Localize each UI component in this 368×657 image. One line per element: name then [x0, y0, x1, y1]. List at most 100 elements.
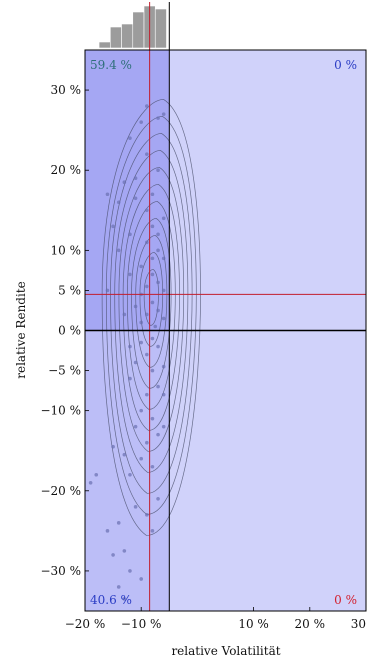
- scatter-point: [111, 225, 115, 229]
- scatter-point: [156, 309, 160, 313]
- scatter-point: [151, 301, 155, 305]
- scatter-point: [117, 249, 121, 253]
- scatter-point: [156, 116, 160, 120]
- scatter-point: [134, 196, 138, 200]
- histogram-bar: [122, 24, 133, 48]
- y-tick-label: 0 %: [58, 324, 81, 338]
- y-tick-label: 10 %: [51, 243, 82, 257]
- scatter-point: [151, 192, 155, 196]
- scatter-point: [145, 441, 149, 445]
- scatter-point: [145, 353, 149, 357]
- scatter-point: [134, 176, 138, 180]
- scatter-point: [117, 200, 121, 204]
- scatter-point: [111, 553, 115, 557]
- scatter-point: [145, 152, 149, 156]
- scatter-point: [162, 425, 166, 429]
- histogram-bar: [99, 42, 110, 48]
- x-tick-label: 30 %: [351, 617, 368, 631]
- histogram-bar: [155, 9, 166, 48]
- scatter-point: [156, 281, 160, 285]
- scatter-point: [156, 497, 160, 501]
- y-tick-label: −10 %: [40, 404, 81, 418]
- scatter-point: [156, 233, 160, 237]
- scatter-point: [151, 417, 155, 421]
- scatter-point: [151, 465, 155, 469]
- scatter-point: [134, 305, 138, 309]
- scatter-point: [106, 289, 110, 293]
- scatter-point: [134, 505, 138, 509]
- scatter-point: [145, 313, 149, 317]
- scatter-point: [156, 249, 160, 253]
- scatter-point: [128, 569, 132, 573]
- scatter-point: [151, 529, 155, 533]
- scatter-point: [162, 365, 166, 369]
- scatter-point: [128, 345, 132, 349]
- scatter-point: [128, 233, 132, 237]
- quadrant-label-top-right: 0 %: [334, 58, 357, 72]
- quadrant-bottom-left-fill: [85, 331, 169, 612]
- x-tick-label: 10 %: [238, 617, 269, 631]
- scatter-point: [94, 473, 98, 477]
- scatter-point: [128, 273, 132, 277]
- scatter-point: [106, 192, 110, 196]
- scatter-point: [145, 393, 149, 397]
- scatter-point: [162, 317, 166, 321]
- scatter-point: [134, 425, 138, 429]
- scatter-point: [145, 104, 149, 108]
- scatter-point: [156, 168, 160, 172]
- scatter-point: [123, 453, 127, 457]
- scatter-point: [106, 529, 110, 533]
- scatter-point: [128, 473, 132, 477]
- scatter-point: [145, 208, 149, 212]
- scatter-point: [162, 257, 166, 261]
- scatter-point: [145, 513, 149, 517]
- scatter-point: [151, 337, 155, 341]
- scatter-point: [117, 585, 121, 589]
- scatter-point: [139, 577, 143, 581]
- scatter-point: [145, 241, 149, 245]
- scatter-point: [139, 341, 143, 345]
- quadrant-label-bottom-left: 40.6 %: [90, 593, 132, 607]
- scatter-point: [162, 393, 166, 397]
- quadrant-label-bottom-right: 0 %: [334, 593, 357, 607]
- scatter-point: [151, 369, 155, 373]
- scatter-point: [139, 321, 143, 325]
- scatter-point: [153, 325, 157, 329]
- scatter-point: [123, 549, 127, 553]
- scatter-point: [117, 521, 121, 525]
- quadrant-label-top-left: 59.4 %: [90, 58, 132, 72]
- y-tick-label: 30 %: [51, 83, 82, 97]
- y-tick-label: −5 %: [48, 364, 81, 378]
- scatter-point: [123, 180, 127, 184]
- x-tick-label: −10 %: [121, 617, 162, 631]
- x-tick-label: 20 %: [295, 617, 326, 631]
- scatter-point: [156, 433, 160, 437]
- y-tick-label: −30 %: [40, 564, 81, 578]
- scatter-point: [111, 445, 115, 449]
- scatter-point: [162, 289, 166, 293]
- scatter-point: [151, 273, 155, 277]
- scatter-point: [128, 136, 132, 140]
- scatter-point: [151, 257, 155, 261]
- y-axis-label: relative Rendite: [14, 281, 28, 379]
- scatter-point: [123, 313, 127, 317]
- scatter-point: [139, 265, 143, 269]
- scatter-point: [89, 481, 93, 485]
- scatter-point: [139, 409, 143, 413]
- y-tick-label: −20 %: [40, 484, 81, 498]
- x-tick-label: −20 %: [65, 617, 106, 631]
- scatter-point: [162, 112, 166, 116]
- scatter-point: [134, 361, 138, 365]
- y-tick-label: 20 %: [51, 163, 82, 177]
- scatter-point: [145, 285, 149, 289]
- histogram-bar: [133, 12, 144, 48]
- scatter-point: [156, 345, 160, 349]
- scatter-point: [128, 377, 132, 381]
- volatility-histogram: [99, 6, 166, 48]
- scatter-point: [151, 225, 155, 229]
- y-axis-ticks: 30 % 20 % 10 % 5 % 0 % −5 % −10 % −20 % −30 %: [40, 83, 89, 578]
- scatter-point: [139, 120, 143, 124]
- scatter-point: [156, 385, 160, 389]
- y-tick-label: 5 %: [58, 283, 81, 297]
